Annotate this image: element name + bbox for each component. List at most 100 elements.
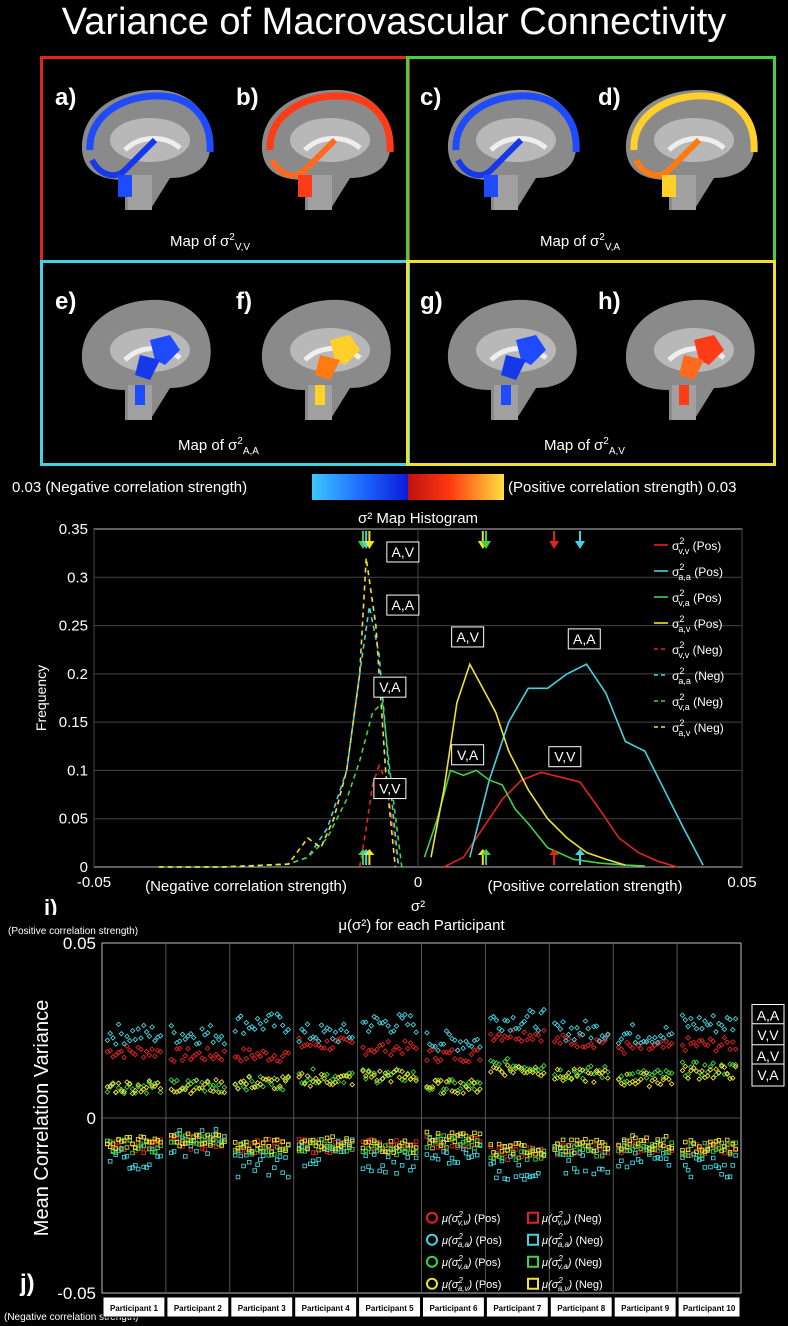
data-point	[115, 1080, 122, 1087]
data-point	[630, 1160, 635, 1166]
data-point	[413, 1139, 419, 1144]
data-point	[702, 1149, 708, 1155]
data-point	[599, 1153, 605, 1159]
data-point	[685, 1153, 691, 1158]
data-point	[618, 1073, 625, 1080]
participant-label: Participant 3	[238, 1304, 287, 1313]
data-point	[560, 1137, 566, 1143]
data-point	[296, 1136, 302, 1142]
data-point	[733, 1146, 738, 1152]
side-label-box	[751, 1063, 785, 1087]
data-point	[407, 1039, 414, 1046]
data-point	[629, 1078, 636, 1085]
data-point	[218, 1033, 225, 1040]
data-point	[308, 1140, 313, 1145]
data-point	[194, 1141, 199, 1146]
data-point	[383, 1143, 388, 1148]
data-point	[413, 1150, 419, 1155]
data-point	[533, 1173, 538, 1178]
data-point	[340, 1079, 347, 1086]
data-point	[218, 1079, 225, 1085]
data-point	[499, 1027, 505, 1034]
data-point	[282, 1078, 289, 1084]
data-point	[324, 1135, 330, 1141]
data-point	[135, 1137, 141, 1142]
legend-marker	[426, 1277, 438, 1290]
panel-letter-a: a)	[55, 84, 77, 111]
data-point	[496, 1169, 502, 1174]
data-point	[176, 1088, 183, 1094]
data-point	[176, 1038, 183, 1044]
y-tick-label: 0	[87, 1109, 96, 1128]
brain-slice-image	[625, 299, 755, 420]
data-point	[118, 1048, 125, 1055]
data-point	[590, 1079, 597, 1085]
data-point	[521, 1064, 528, 1071]
data-point	[168, 1077, 175, 1083]
data-point	[455, 1160, 460, 1165]
data-point	[285, 1026, 292, 1033]
data-point	[365, 1028, 372, 1035]
data-point	[319, 1137, 324, 1142]
data-point	[397, 1148, 402, 1153]
panel-box-yellow	[406, 260, 776, 466]
data-point	[702, 1062, 708, 1068]
data-point	[713, 1147, 719, 1152]
data-point	[519, 1154, 524, 1159]
data-point	[430, 1145, 435, 1151]
data-point	[107, 1047, 114, 1054]
data-point	[368, 1047, 375, 1053]
data-point	[444, 1145, 449, 1150]
data-point	[493, 1060, 500, 1066]
data-point	[660, 1044, 667, 1051]
data-point	[302, 1138, 307, 1144]
data-point	[202, 1081, 208, 1088]
data-point	[310, 1140, 316, 1146]
participant-label-box	[102, 1296, 166, 1318]
data-point	[313, 1034, 319, 1041]
data-point	[679, 1059, 686, 1066]
data-point	[205, 1132, 210, 1138]
map-label-sub: A,V	[608, 446, 625, 457]
data-point	[510, 1151, 516, 1157]
data-point	[147, 1162, 152, 1167]
series-line	[469, 663, 704, 866]
data-point	[133, 1163, 138, 1168]
data-point	[272, 1137, 277, 1143]
data-point	[180, 1144, 185, 1149]
data-point	[301, 1042, 308, 1049]
data-point	[654, 1080, 661, 1086]
data-point	[371, 1013, 378, 1020]
data-point	[449, 1046, 455, 1053]
data-point	[432, 1043, 439, 1050]
data-point	[657, 1070, 664, 1076]
data-point	[560, 1018, 566, 1025]
data-point	[257, 1053, 264, 1060]
data-point	[588, 1040, 594, 1047]
y-tick-label: 0.3	[67, 569, 88, 586]
data-point	[210, 1140, 216, 1145]
map-label-sub: V,A	[604, 242, 621, 253]
data-point	[563, 1035, 569, 1041]
data-point	[507, 1034, 514, 1040]
data-point	[591, 1148, 597, 1154]
data-point	[315, 1038, 322, 1044]
participant-label-box	[230, 1296, 294, 1318]
data-point	[682, 1017, 689, 1023]
data-point	[527, 1066, 533, 1072]
peak-label: A,A	[386, 594, 420, 616]
data-point	[307, 1076, 314, 1082]
data-point	[237, 1058, 244, 1064]
data-point	[624, 1148, 630, 1154]
data-point	[565, 1031, 572, 1038]
data-point	[221, 1040, 228, 1047]
data-point	[588, 1070, 594, 1077]
data-point	[185, 1082, 191, 1089]
data-point	[305, 1146, 310, 1152]
data-point	[402, 1038, 408, 1044]
data-point	[243, 1081, 250, 1087]
data-point	[699, 1072, 705, 1079]
y-tick-label: -0.05	[57, 1284, 96, 1303]
data-point	[335, 1146, 341, 1152]
